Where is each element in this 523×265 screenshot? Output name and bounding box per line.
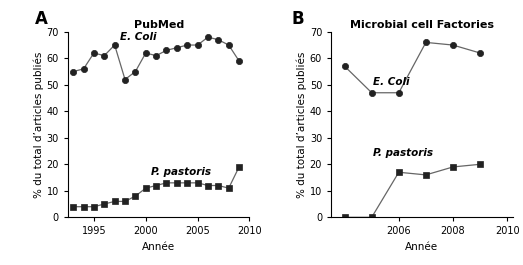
X-axis label: Année: Année <box>142 242 175 252</box>
Y-axis label: % du total d’articles publiés: % du total d’articles publiés <box>33 51 44 198</box>
Title: PubMed: PubMed <box>133 20 184 30</box>
X-axis label: Année: Année <box>405 242 438 252</box>
Text: B: B <box>291 10 304 28</box>
Text: E. Coli: E. Coli <box>120 32 156 42</box>
Text: A: A <box>36 10 48 28</box>
Y-axis label: % du total d’articles publiés: % du total d’articles publiés <box>297 51 307 198</box>
Text: E. Coli: E. Coli <box>373 77 410 87</box>
Text: P. pastoris: P. pastoris <box>373 148 433 158</box>
Text: P. pastoris: P. pastoris <box>151 167 211 177</box>
Title: Microbial cell Factories: Microbial cell Factories <box>350 20 494 30</box>
